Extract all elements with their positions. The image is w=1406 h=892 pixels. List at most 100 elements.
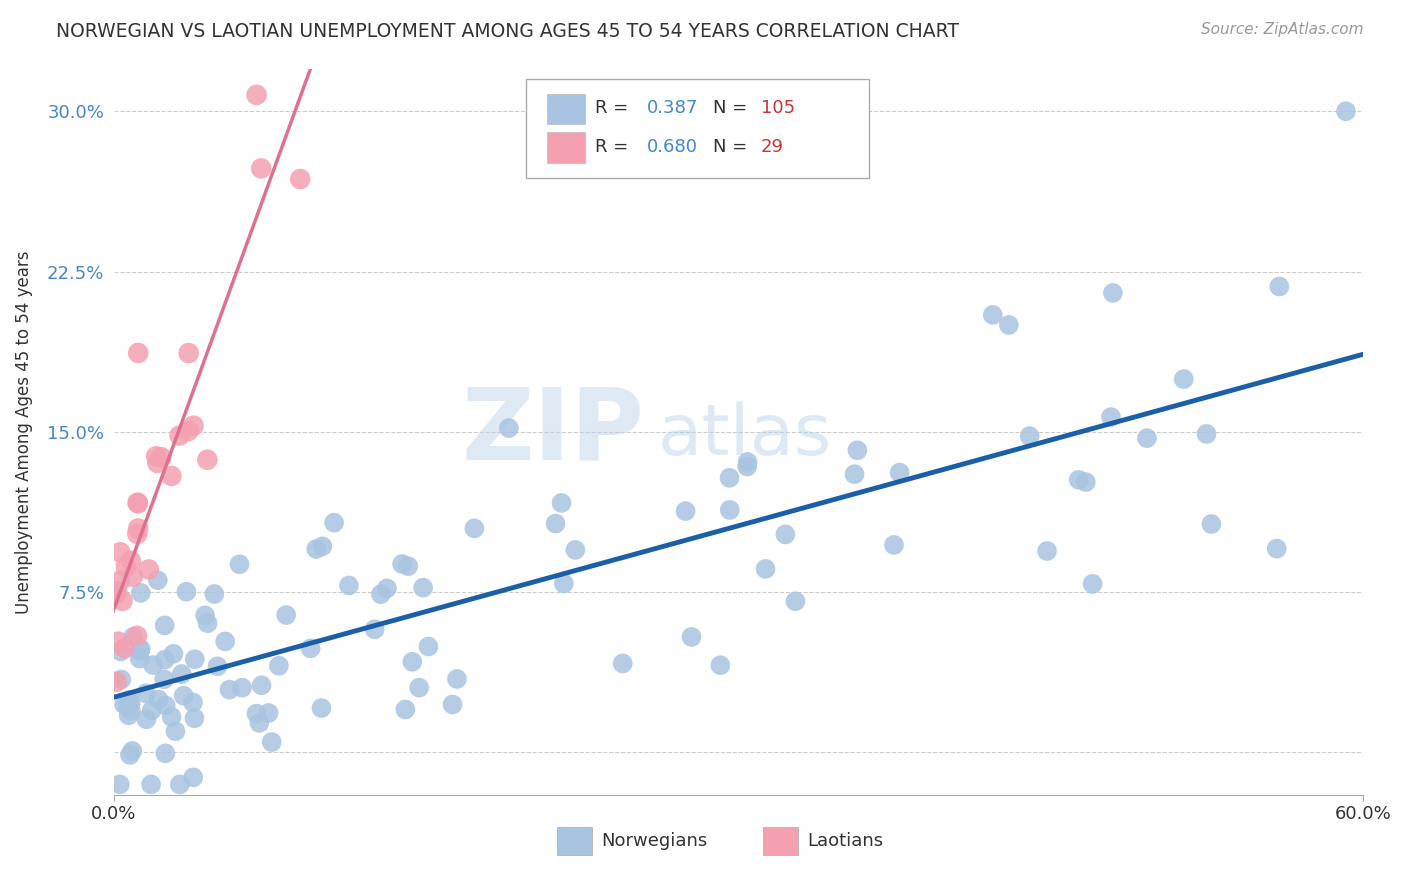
Point bbox=[394, 702, 416, 716]
Point bbox=[775, 527, 797, 541]
Point bbox=[153, 618, 176, 632]
Point bbox=[127, 526, 149, 541]
Point bbox=[441, 698, 464, 712]
Point bbox=[122, 630, 145, 644]
Point bbox=[127, 521, 149, 535]
Point bbox=[391, 557, 413, 571]
Text: 0.680: 0.680 bbox=[647, 138, 699, 156]
Point bbox=[564, 542, 586, 557]
Point bbox=[107, 583, 129, 598]
Point bbox=[785, 594, 807, 608]
Text: Laotians: Laotians bbox=[807, 832, 883, 850]
Point bbox=[115, 559, 138, 574]
Point bbox=[184, 652, 207, 666]
Text: NORWEGIAN VS LAOTIAN UNEMPLOYMENT AMONG AGES 45 TO 54 YEARS CORRELATION CHART: NORWEGIAN VS LAOTIAN UNEMPLOYMENT AMONG … bbox=[56, 22, 959, 41]
Point bbox=[290, 172, 312, 186]
Point bbox=[418, 640, 440, 654]
Point bbox=[337, 578, 360, 592]
Point bbox=[231, 681, 253, 695]
Point bbox=[110, 673, 132, 687]
Point bbox=[412, 581, 434, 595]
Point bbox=[250, 678, 273, 692]
Point bbox=[1018, 429, 1040, 443]
Point bbox=[169, 777, 191, 791]
Point bbox=[194, 608, 217, 623]
Point bbox=[1102, 285, 1125, 300]
Text: ZIP: ZIP bbox=[461, 384, 645, 480]
Point bbox=[118, 693, 141, 707]
Point bbox=[153, 653, 176, 667]
Text: N =: N = bbox=[713, 138, 754, 156]
Point bbox=[142, 658, 165, 673]
Point bbox=[1268, 279, 1291, 293]
Point bbox=[173, 689, 195, 703]
Point bbox=[160, 710, 183, 724]
Point bbox=[228, 558, 250, 572]
Point bbox=[120, 704, 142, 718]
Point bbox=[181, 770, 204, 784]
Point bbox=[135, 712, 157, 726]
Point bbox=[718, 503, 741, 517]
Point bbox=[553, 576, 575, 591]
Point bbox=[311, 701, 333, 715]
FancyBboxPatch shape bbox=[547, 132, 585, 163]
Point bbox=[1195, 426, 1218, 441]
Point bbox=[207, 659, 229, 673]
Point bbox=[162, 647, 184, 661]
Point bbox=[111, 594, 134, 608]
Point bbox=[299, 641, 322, 656]
Point bbox=[1074, 475, 1097, 489]
Point bbox=[1036, 544, 1059, 558]
Point bbox=[1081, 577, 1104, 591]
Point bbox=[396, 559, 419, 574]
Point bbox=[127, 496, 149, 510]
Point bbox=[463, 521, 485, 535]
Point bbox=[250, 161, 273, 176]
Point bbox=[146, 573, 169, 587]
Point bbox=[311, 539, 333, 553]
Point bbox=[1201, 516, 1223, 531]
Point bbox=[108, 777, 131, 791]
Point bbox=[735, 459, 758, 474]
Point bbox=[181, 696, 204, 710]
Point bbox=[544, 516, 567, 531]
FancyBboxPatch shape bbox=[547, 94, 585, 125]
Point bbox=[883, 538, 905, 552]
Point bbox=[105, 674, 128, 689]
Point bbox=[141, 703, 163, 717]
Point bbox=[1334, 104, 1357, 119]
Point bbox=[375, 582, 398, 596]
Point bbox=[1173, 372, 1195, 386]
Point bbox=[675, 504, 697, 518]
Point bbox=[118, 708, 141, 723]
Point bbox=[408, 681, 430, 695]
Point bbox=[846, 443, 869, 458]
Point bbox=[1099, 410, 1122, 425]
Text: Norwegians: Norwegians bbox=[600, 832, 707, 850]
Y-axis label: Unemployment Among Ages 45 to 54 years: Unemployment Among Ages 45 to 54 years bbox=[15, 250, 32, 614]
Point bbox=[183, 711, 205, 725]
Point bbox=[305, 542, 328, 557]
Point bbox=[110, 545, 132, 559]
Point bbox=[612, 657, 634, 671]
Point bbox=[120, 696, 142, 710]
Point bbox=[114, 641, 136, 656]
Point bbox=[197, 616, 219, 631]
Point bbox=[498, 421, 520, 435]
Point bbox=[110, 644, 132, 658]
Point bbox=[889, 466, 911, 480]
Point bbox=[128, 651, 150, 665]
Text: R =: R = bbox=[595, 138, 634, 156]
Point bbox=[129, 586, 152, 600]
Point bbox=[176, 584, 198, 599]
Point bbox=[153, 672, 176, 686]
Point bbox=[446, 672, 468, 686]
Point bbox=[165, 724, 187, 739]
Point bbox=[401, 655, 423, 669]
Point bbox=[1067, 473, 1090, 487]
Point bbox=[127, 496, 149, 510]
FancyBboxPatch shape bbox=[526, 79, 869, 178]
Point bbox=[718, 471, 741, 485]
Point bbox=[177, 346, 200, 360]
Point bbox=[120, 554, 142, 568]
